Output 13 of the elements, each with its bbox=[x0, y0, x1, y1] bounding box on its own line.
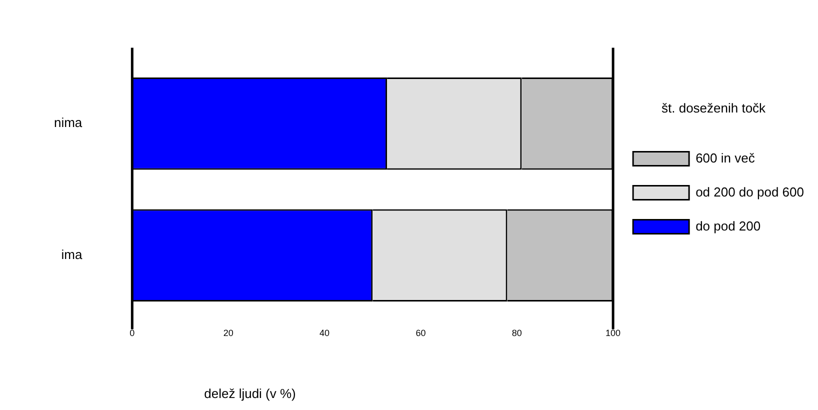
legend-label: 600 in več bbox=[696, 150, 756, 166]
x-tick-label: 80 bbox=[512, 328, 522, 338]
x-tick-label: 40 bbox=[320, 328, 330, 338]
legend-label: od 200 do pod 600 bbox=[696, 184, 804, 200]
x-tick-label: 60 bbox=[416, 328, 426, 338]
legend-label: do pod 200 bbox=[696, 218, 761, 234]
y-tick-label: nima bbox=[54, 115, 83, 130]
x-tick-label: 20 bbox=[223, 328, 234, 338]
x-axis-title: delež ljudi (v %) bbox=[204, 386, 296, 401]
y-tick-label: ima bbox=[61, 246, 83, 262]
x-tick-label: 100 bbox=[606, 328, 621, 338]
x-tick-label: 0 bbox=[130, 328, 135, 338]
legend-title: št. doseženih točk bbox=[662, 100, 766, 116]
